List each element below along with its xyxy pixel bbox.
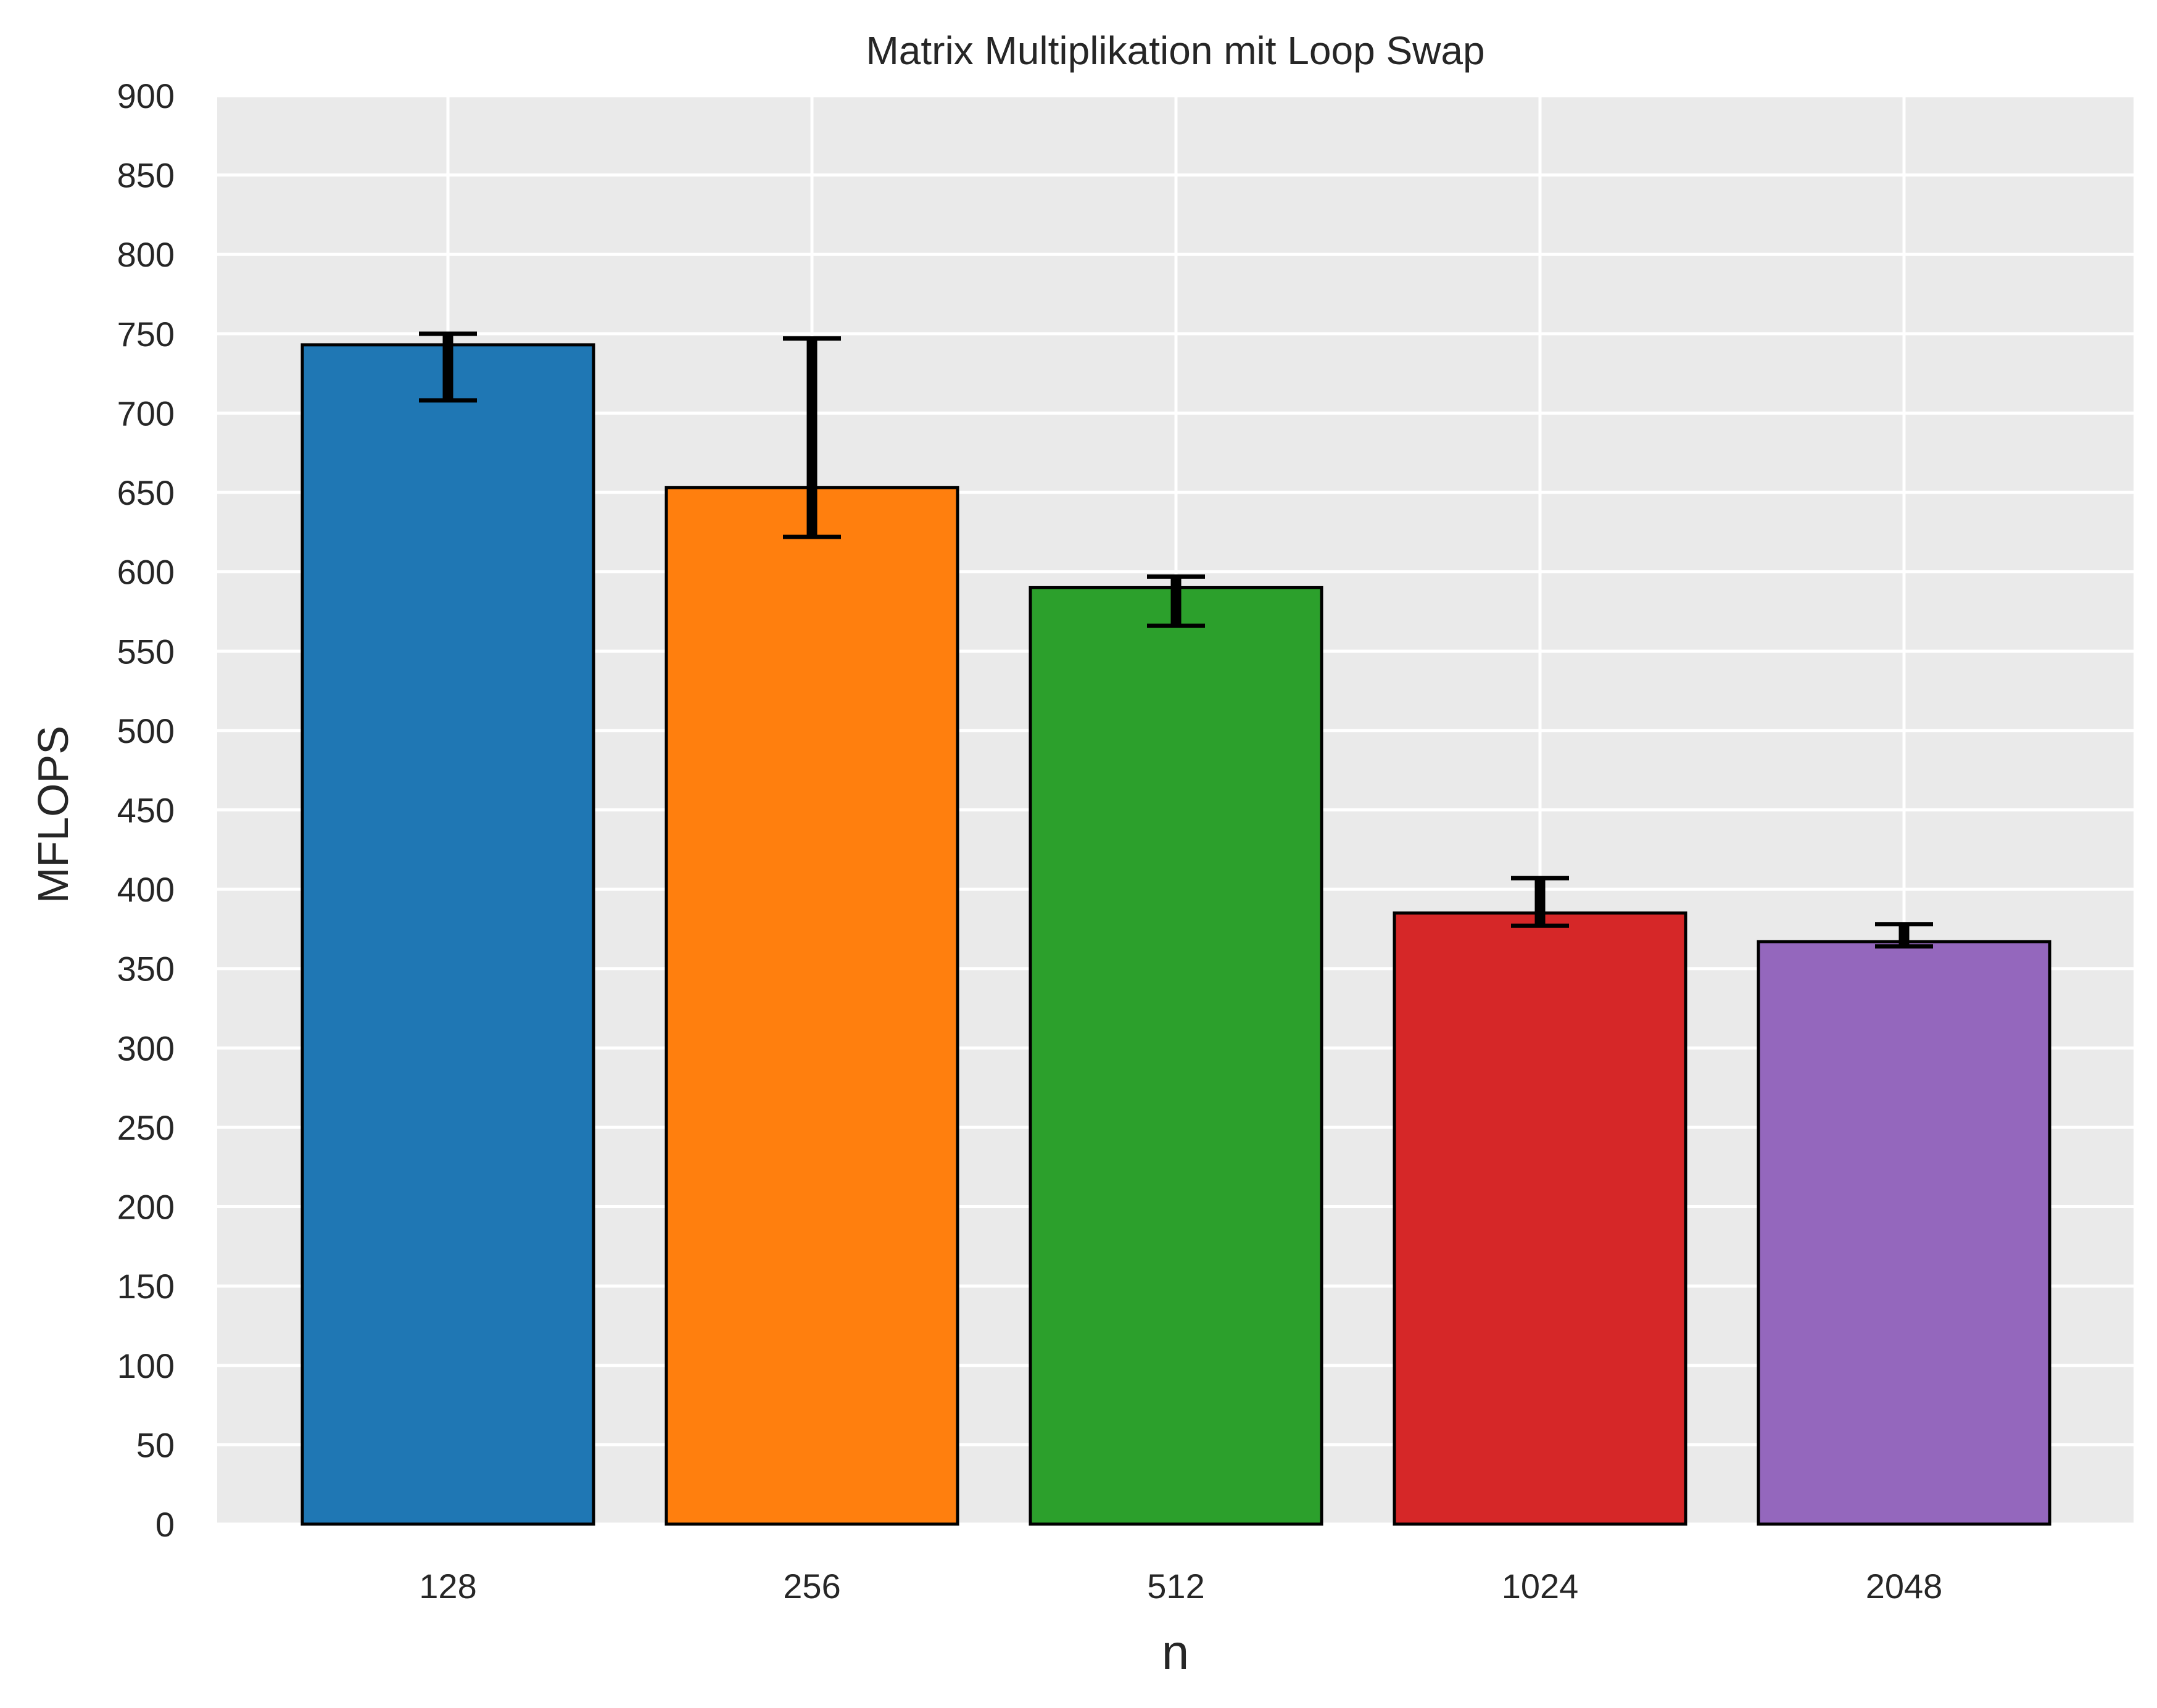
y-tick-label: 300 xyxy=(117,1029,175,1068)
x-tick-label: 1024 xyxy=(1502,1567,1579,1606)
y-tick-label: 750 xyxy=(117,315,175,354)
chart-title: Matrix Multiplikation mit Loop Swap xyxy=(866,28,1484,73)
y-tick-label: 100 xyxy=(117,1346,175,1385)
y-tick-label: 550 xyxy=(117,632,175,671)
y-tick-label: 700 xyxy=(117,394,175,433)
x-tick-label: 128 xyxy=(419,1567,476,1606)
x-tick-label: 2048 xyxy=(1866,1567,1943,1606)
error-bars xyxy=(419,331,1933,949)
bar-1024 xyxy=(1393,911,1687,1526)
y-tick-label: 200 xyxy=(117,1188,175,1227)
y-tick-label: 850 xyxy=(117,156,175,195)
y-tick-label: 50 xyxy=(136,1425,175,1464)
error-bar-2048 xyxy=(1875,922,1933,949)
error-bar-128 xyxy=(419,331,477,403)
x-tick-label: 256 xyxy=(783,1567,840,1606)
bar-128 xyxy=(300,343,595,1526)
x-tick-label: 512 xyxy=(1147,1567,1204,1606)
error-bar-1024 xyxy=(1511,876,1569,928)
error-bar-512 xyxy=(1147,574,1205,628)
y-tick-label: 150 xyxy=(117,1267,175,1306)
y-tick-label: 600 xyxy=(117,553,175,592)
bars xyxy=(300,343,2051,1526)
bar-512 xyxy=(1029,586,1323,1526)
y-tick-label: 900 xyxy=(117,77,175,115)
y-tick-label: 800 xyxy=(117,235,175,274)
error-bar-256 xyxy=(783,336,841,539)
y-tick-labels: 0 50 100 150 200 250 300 350 400 450 500 550 600 650 7… xyxy=(117,77,175,1544)
y-tick-label: 500 xyxy=(117,711,175,750)
x-axis-label: n xyxy=(1162,1625,1190,1680)
y-tick-label: 400 xyxy=(117,870,175,909)
y-tick-label: 650 xyxy=(117,473,175,512)
bar-256 xyxy=(664,486,959,1526)
y-tick-label: 250 xyxy=(117,1108,175,1147)
y-tick-label: 350 xyxy=(117,950,175,989)
y-tick-label: 450 xyxy=(117,791,175,830)
x-tick-labels: 128 256 512 1024 2048 xyxy=(419,1567,1942,1606)
y-axis-label: MFLOPS xyxy=(29,726,77,903)
y-tick-label: 0 xyxy=(155,1505,175,1544)
bar-2048 xyxy=(1757,940,2051,1526)
